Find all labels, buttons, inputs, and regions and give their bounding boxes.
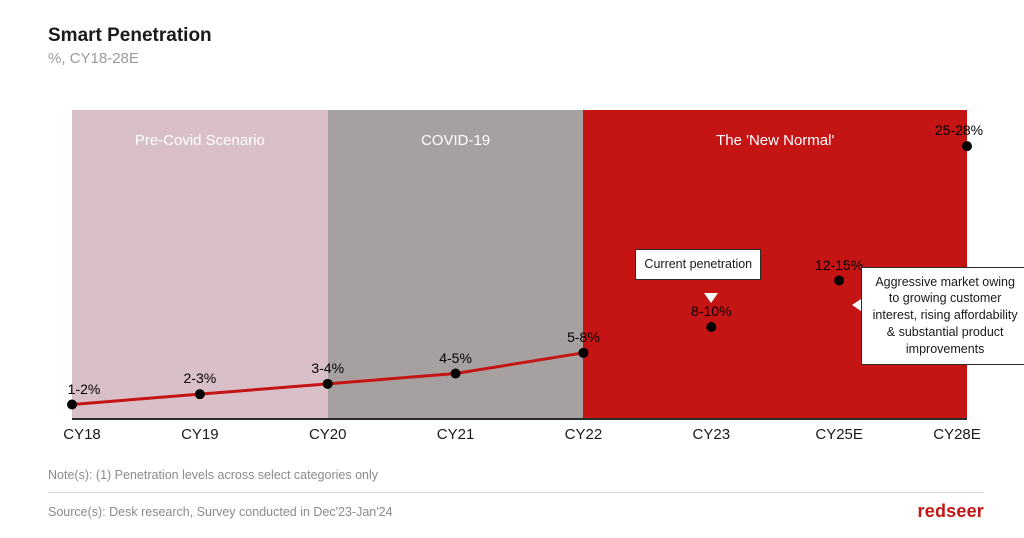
data-point <box>67 400 77 410</box>
data-point <box>834 276 844 286</box>
data-point <box>451 369 461 379</box>
chart: Pre-Covid ScenarioCOVID-19The 'New Norma… <box>72 110 967 446</box>
chart-title-block: Smart Penetration %, CY18-28E <box>48 24 984 67</box>
x-tick-label: CY19 <box>181 426 219 443</box>
x-tick-label: CY22 <box>565 426 603 443</box>
x-tick-label: CY23 <box>693 426 731 443</box>
data-point <box>578 348 588 358</box>
x-tick-label: CY21 <box>437 426 475 443</box>
value-label: 2-3% <box>184 370 217 386</box>
value-label: 5-8% <box>567 329 600 345</box>
data-point <box>195 389 205 399</box>
footer: Note(s): (1) Penetration levels across s… <box>48 468 984 522</box>
value-label: 8-10% <box>691 303 731 319</box>
value-label: 12-15% <box>815 257 863 273</box>
brand-logo: redseer <box>918 501 984 522</box>
data-point <box>323 379 333 389</box>
value-label: 4-5% <box>439 350 472 366</box>
data-point <box>962 141 972 151</box>
value-label: 3-4% <box>311 360 344 376</box>
value-label: 1-2% <box>68 381 101 397</box>
x-tick-label: CY28E <box>933 426 981 443</box>
source-text: Source(s): Desk research, Survey conduct… <box>48 505 393 519</box>
x-tick-label: CY20 <box>309 426 347 443</box>
page: Smart Penetration %, CY18-28E Pre-Covid … <box>0 0 1024 538</box>
chart-subtitle: %, CY18-28E <box>48 50 984 67</box>
callout-current-penetration: Current penetration <box>635 249 761 280</box>
data-point <box>706 322 716 332</box>
callout-pointer <box>704 293 718 303</box>
callout-pointer <box>852 299 861 311</box>
plot-area: Pre-Covid ScenarioCOVID-19The 'New Norma… <box>72 110 967 420</box>
source-line: Source(s): Desk research, Survey conduct… <box>48 501 984 522</box>
chart-title: Smart Penetration <box>48 24 984 48</box>
x-tick-label: CY25E <box>815 426 863 443</box>
x-tick-label: CY18 <box>63 426 101 443</box>
x-axis-labels: CY18CY19CY20CY21CY22CY23CY25ECY28E <box>72 420 967 446</box>
footnote: Note(s): (1) Penetration levels across s… <box>48 468 984 482</box>
footer-divider <box>48 492 984 493</box>
value-label: 25-28% <box>935 122 983 138</box>
callout-aggressive-market: Aggressive market owing to growing custo… <box>861 267 1024 365</box>
trend-line <box>72 146 967 404</box>
